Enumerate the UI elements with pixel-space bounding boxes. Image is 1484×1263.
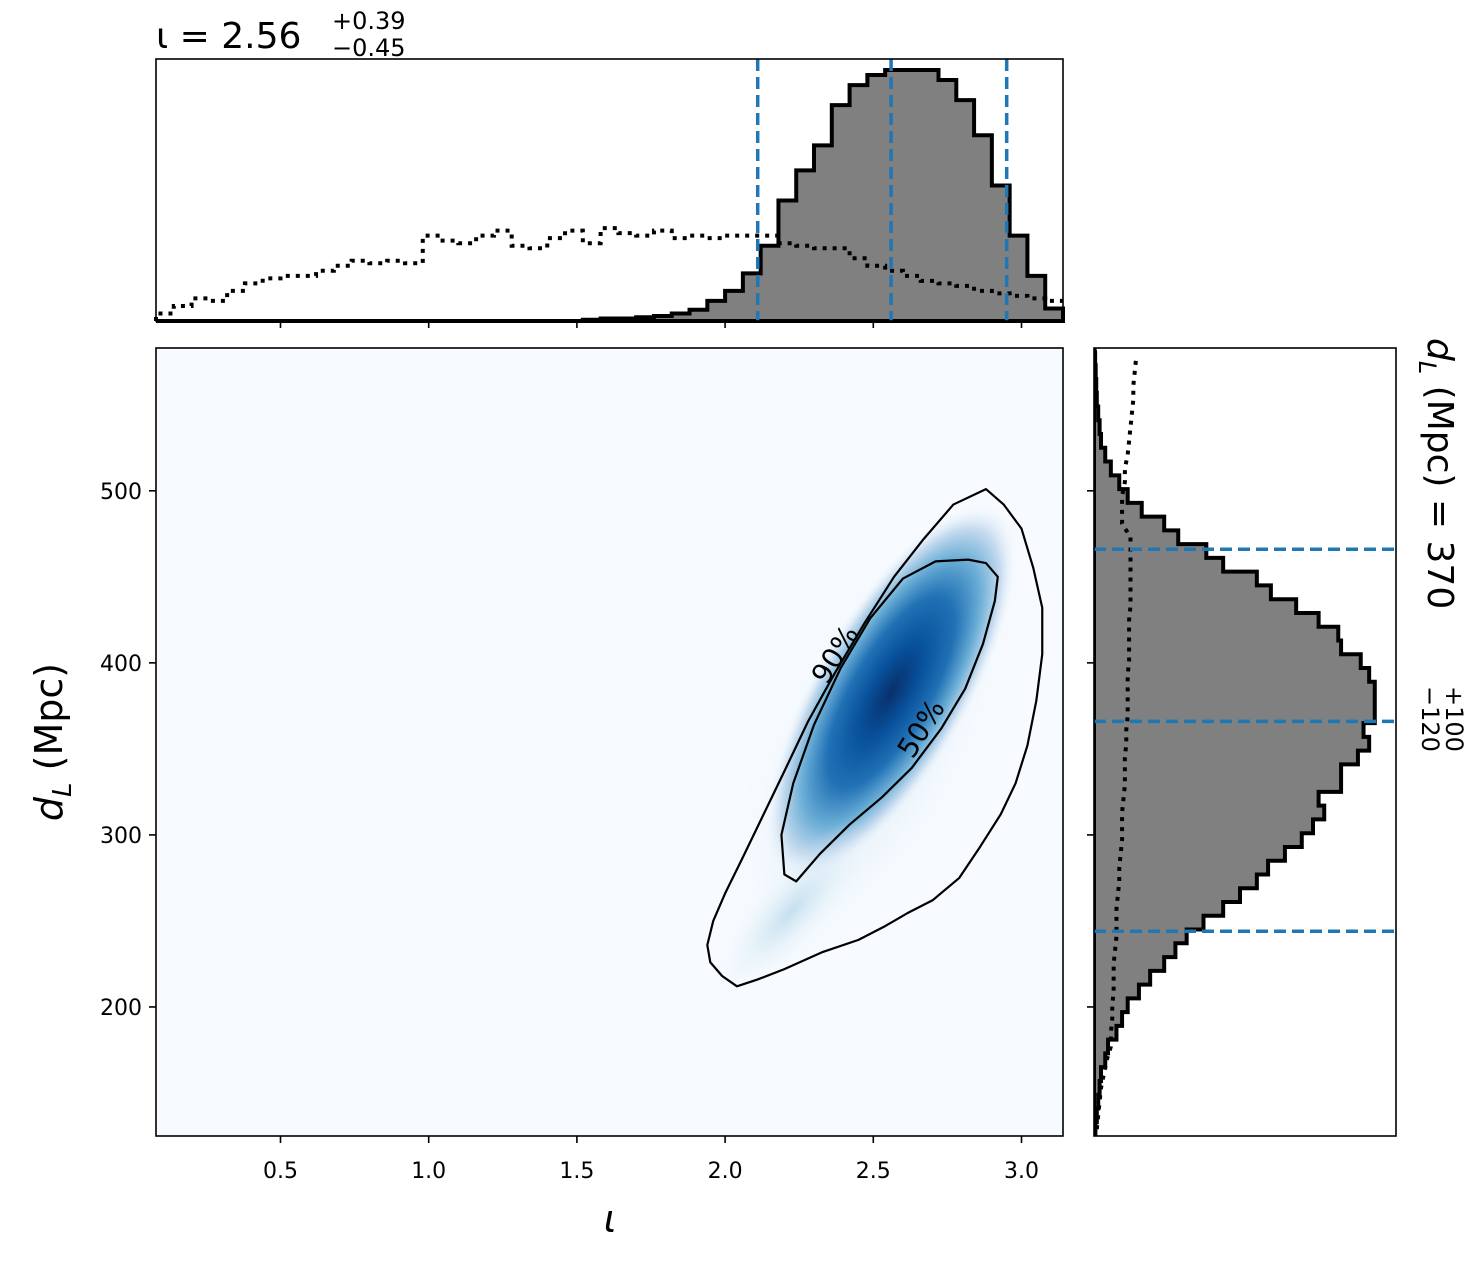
y-tick-label-3: 500 [100, 480, 142, 505]
y-axis-label-rest: (Mpc) [27, 663, 71, 783]
right-label-minus: −120 [1416, 686, 1444, 752]
y-tick-label-1: 300 [100, 824, 142, 849]
top-marginal-panel: ι = 2.56 +0.39 −0.45 [154, 7, 1065, 323]
x-tick-label-3: 2.0 [708, 1159, 743, 1184]
top-histogram-area [154, 59, 1065, 323]
right-axes-frame [1093, 347, 1397, 1137]
x-axis-label: ι [604, 1197, 617, 1241]
right-label: dL (Mpc) = 370 [1413, 338, 1460, 609]
top-title-minus: −0.45 [332, 34, 406, 62]
right-histogram-area [1094, 348, 1396, 1136]
top-axes-frame [155, 58, 1064, 322]
y-tick-label-2: 400 [100, 652, 142, 677]
x-tick-label-0: 0.5 [263, 1159, 298, 1184]
right-label-sub: L [1413, 361, 1441, 374]
x-tick-label-2: 1.5 [559, 1159, 594, 1184]
x-tick-label-5: 3.0 [1004, 1159, 1039, 1184]
top-histogram-filled [156, 68, 1065, 323]
joint-plot-area [704, 487, 1044, 1006]
x-tick-label-4: 2.5 [856, 1159, 891, 1184]
contour-0 [706, 487, 1044, 988]
density-tail [704, 819, 876, 1006]
joint-axes-frame [155, 347, 1064, 1137]
right-label-plus: +100 [1440, 686, 1468, 752]
right-histogram-filled [1094, 348, 1377, 1136]
y-axis-label-sub: L [48, 782, 78, 797]
top-title: ι = 2.56 [156, 16, 301, 57]
x-tick-label-1: 1.0 [411, 1159, 446, 1184]
y-tick-label-0: 200 [100, 996, 142, 1021]
joint-density-panel: ι dL (Mpc) [27, 347, 1064, 1241]
density-core [764, 501, 1019, 883]
y-axis-label: dL (Mpc) [27, 663, 78, 821]
contour-1 [780, 558, 999, 883]
right-marginal-panel: dL (Mpc) = 370 +100 −120 [1093, 338, 1468, 1137]
top-title-plus: +0.39 [332, 7, 406, 35]
right-label-middle: (Mpc) = [1419, 374, 1460, 540]
top-title-prefix: ι = [156, 16, 221, 57]
top-title-value: 2.56 [221, 16, 301, 57]
right-label-value: 370 [1419, 541, 1460, 610]
right-label-d: d [1419, 338, 1460, 362]
y-axis-label-d: d [27, 796, 71, 821]
top-histogram-dotted [154, 226, 1063, 321]
